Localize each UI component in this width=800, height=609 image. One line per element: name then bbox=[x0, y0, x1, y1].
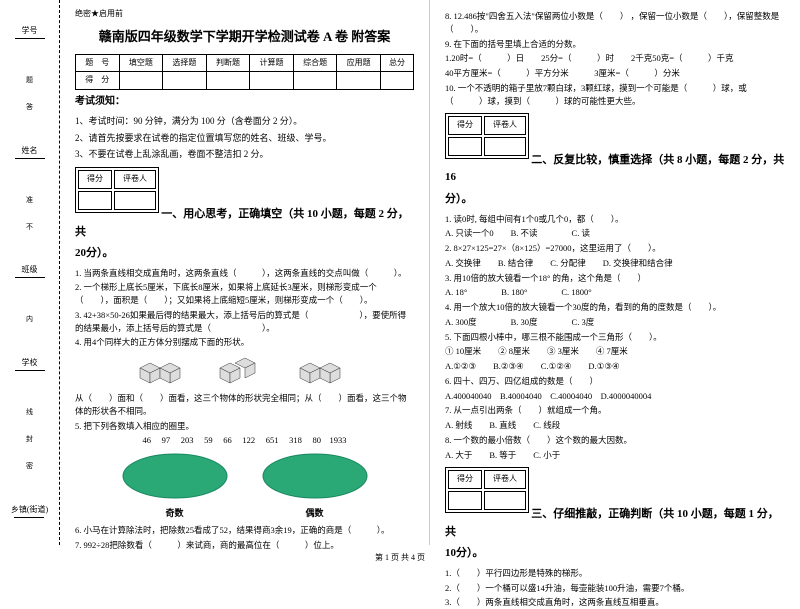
field-town: 乡镇(街道) bbox=[11, 504, 48, 520]
question-options: A. 18° B. 180° C. 1800° bbox=[445, 286, 785, 299]
question: 10. 一个不透明的箱子里放7颗白球，3颗红球，摸到一个可能是（ ）球，或（ ）… bbox=[445, 82, 785, 108]
mark-zhun: 准 bbox=[25, 196, 35, 203]
binding-column: 学号 题 答 姓名 准 不 班级 内 学校 线 封 密 乡镇(街道) bbox=[0, 0, 60, 545]
question: 1. 当两条直线相交成直角时，这两条直线（ ），这两条直线的交点叫做（ ）。 bbox=[75, 267, 414, 280]
question-options: A. 射线 B. 直线 C. 线段 bbox=[445, 419, 785, 432]
section-score-box: 得分评卷人 bbox=[445, 113, 529, 159]
question: 7. 从一点引出两条（ ）就组成一个角。 bbox=[445, 404, 785, 417]
question: 从（ ）面和（ ）面看，这三个物体的形状完全相同；从（ ）面看，这三个物体的形状… bbox=[75, 392, 414, 418]
question: 8. 12.486按"四舍五入法"保留两位小数是（ ） ，保留一位小数是（ ），… bbox=[445, 10, 785, 36]
mark-da: 答 bbox=[25, 103, 35, 110]
oval-odd: 奇数 bbox=[120, 451, 230, 520]
exam-page: 学号 题 答 姓名 准 不 班级 内 学校 线 封 密 乡镇(街道) 绝密★启用… bbox=[0, 0, 800, 545]
exam-title: 赣南版四年级数学下学期开学检测试卷 A 卷 附答案 bbox=[75, 27, 414, 48]
question-options: A. 交换律 B. 结合律 C. 分配律 D. 交换律和结合律 bbox=[445, 257, 785, 270]
question: 8. 一个数的最小倍数（ ）这个数的最大因数。 bbox=[445, 434, 785, 447]
question: 2.（ ）一个桶可以盛14升油，每壶能装100升油，需要7个桶。 bbox=[445, 582, 785, 595]
notice-title: 考试须知： bbox=[75, 94, 414, 110]
question: 9. 在下面的括号里填上合适的分数。 bbox=[445, 38, 785, 51]
cube-shape-1 bbox=[135, 353, 195, 388]
cube-shape-3 bbox=[295, 353, 355, 388]
question: 2. 一个梯形上底长5厘米，下底长8厘米，如果将上底延长3厘米，则梯形变成一个（… bbox=[75, 281, 414, 307]
right-column: 8. 12.486按"四舍五入法"保留两位小数是（ ） ，保留一位小数是（ ），… bbox=[430, 0, 800, 545]
table-row: 得 分 bbox=[76, 72, 414, 90]
mark-nei: 内 bbox=[25, 315, 35, 322]
cubes-diagram bbox=[75, 353, 414, 388]
question: 4. 用一个放大10倍的放大镜看一个30度的角，看到的角的度数是（ ）。 bbox=[445, 301, 785, 314]
field-school: 学校 bbox=[15, 357, 45, 373]
question: 6. 小马在计算除法时，把除数25看成了52，结果得商3余19，正确的商是（ ）… bbox=[75, 524, 414, 537]
mark-mi: 密 bbox=[25, 462, 35, 469]
field-class: 班级 bbox=[15, 264, 45, 280]
cube-shape-2 bbox=[215, 353, 275, 388]
score-summary-table: 题 号 填空题 选择题 判断题 计算题 综合题 应用题 总分 得 分 bbox=[75, 54, 414, 91]
section1-title-cont: 20分）。 bbox=[75, 245, 414, 263]
notice-item: 3、不要在试卷上乱涂乱画，卷面不整洁扣 2 分。 bbox=[75, 147, 414, 161]
left-column: 绝密★启用前 赣南版四年级数学下学期开学检测试卷 A 卷 附答案 题 号 填空题… bbox=[60, 0, 430, 545]
section-score-box: 得分评卷人 bbox=[445, 467, 529, 513]
question-options: A. 大于 B. 等于 C. 小于 bbox=[445, 449, 785, 462]
notice-item: 2、请首先按要求在试卷的指定位置填写您的姓名、班级、学号。 bbox=[75, 131, 414, 145]
question-options: ① 10厘米 ② 8厘米 ③ 3厘米 ④ 7厘米 bbox=[445, 345, 785, 358]
mark-feng: 封 bbox=[25, 435, 35, 442]
notice-item: 1、考试时间：90 分钟，满分为 100 分（含卷面分 2 分）。 bbox=[75, 114, 414, 128]
number-list: 46 97 203 59 66 122 651 318 80 1933 bbox=[75, 434, 414, 447]
question: 2. 8×27×125=27×（8×125）=27000，这里运用了（ ）。 bbox=[445, 242, 785, 255]
question-options: A. 只读一个0 B. 不读 C. 读 bbox=[445, 227, 785, 240]
question: 3.（ ）两条直线相交成直角时，这两条直线互相垂直。 bbox=[445, 596, 785, 609]
section-score-box: 得分评卷人 bbox=[75, 167, 159, 213]
question: 40平方厘米=（ ）平方分米 3厘米=（ ）分米 bbox=[445, 67, 785, 80]
question: 3. 用10倍的放大镜看一个18° 的角，这个角是（ ） bbox=[445, 272, 785, 285]
question: 5. 下面四根小棒中，哪三根不能围成一个三角形（ ）。 bbox=[445, 331, 785, 344]
page-footer: 第 1 页 共 4 页 bbox=[0, 552, 800, 563]
section2-title-cont: 分）。 bbox=[445, 191, 785, 209]
content-area: 绝密★启用前 赣南版四年级数学下学期开学检测试卷 A 卷 附答案 题 号 填空题… bbox=[60, 0, 800, 545]
table-row: 题 号 填空题 选择题 判断题 计算题 综合题 应用题 总分 bbox=[76, 54, 414, 72]
field-name: 姓名 bbox=[15, 145, 45, 161]
mark-ti: 题 bbox=[25, 76, 35, 83]
question-options: A.400040040 B.40004040 C.40004040 D.4000… bbox=[445, 390, 785, 403]
question-options: A.①②③ B.②③④ C.①②④ D.①③④ bbox=[445, 360, 785, 373]
question: 1. 读0时, 每组中间有1个0或几个0，都（ ）。 bbox=[445, 213, 785, 226]
question: 5. 把下列各数填入相应的圈里。 bbox=[75, 420, 414, 433]
question: 7. 992÷28把除数看（ ）来试商，商的最高位在（ ）位上。 bbox=[75, 539, 414, 552]
question: 3. 42+38×50-26如果最后得的结果最大，添上括号后的算式是（ ），要使… bbox=[75, 309, 414, 335]
question: 4. 用4个同样大的正方体分别摆成下面的形状。 bbox=[75, 336, 414, 349]
oval-even: 偶数 bbox=[260, 451, 370, 520]
secrecy-tag: 绝密★启用前 bbox=[75, 8, 414, 21]
question-options: A. 300度 B. 30度 C. 3度 bbox=[445, 316, 785, 329]
mark-bu: 不 bbox=[25, 223, 35, 230]
mark-xian: 线 bbox=[25, 408, 35, 415]
question: 1.20时=（ ）日 25分=（ ）时 2千克50克=（ ）千克 bbox=[445, 52, 785, 65]
question: 6. 四十、四万、四亿组成的数是（ ） bbox=[445, 375, 785, 388]
field-student-id: 学号 bbox=[15, 25, 45, 41]
ovals-diagram: 奇数 偶数 bbox=[75, 451, 414, 520]
question: 1.（ ）平行四边形是特殊的梯形。 bbox=[445, 567, 785, 580]
